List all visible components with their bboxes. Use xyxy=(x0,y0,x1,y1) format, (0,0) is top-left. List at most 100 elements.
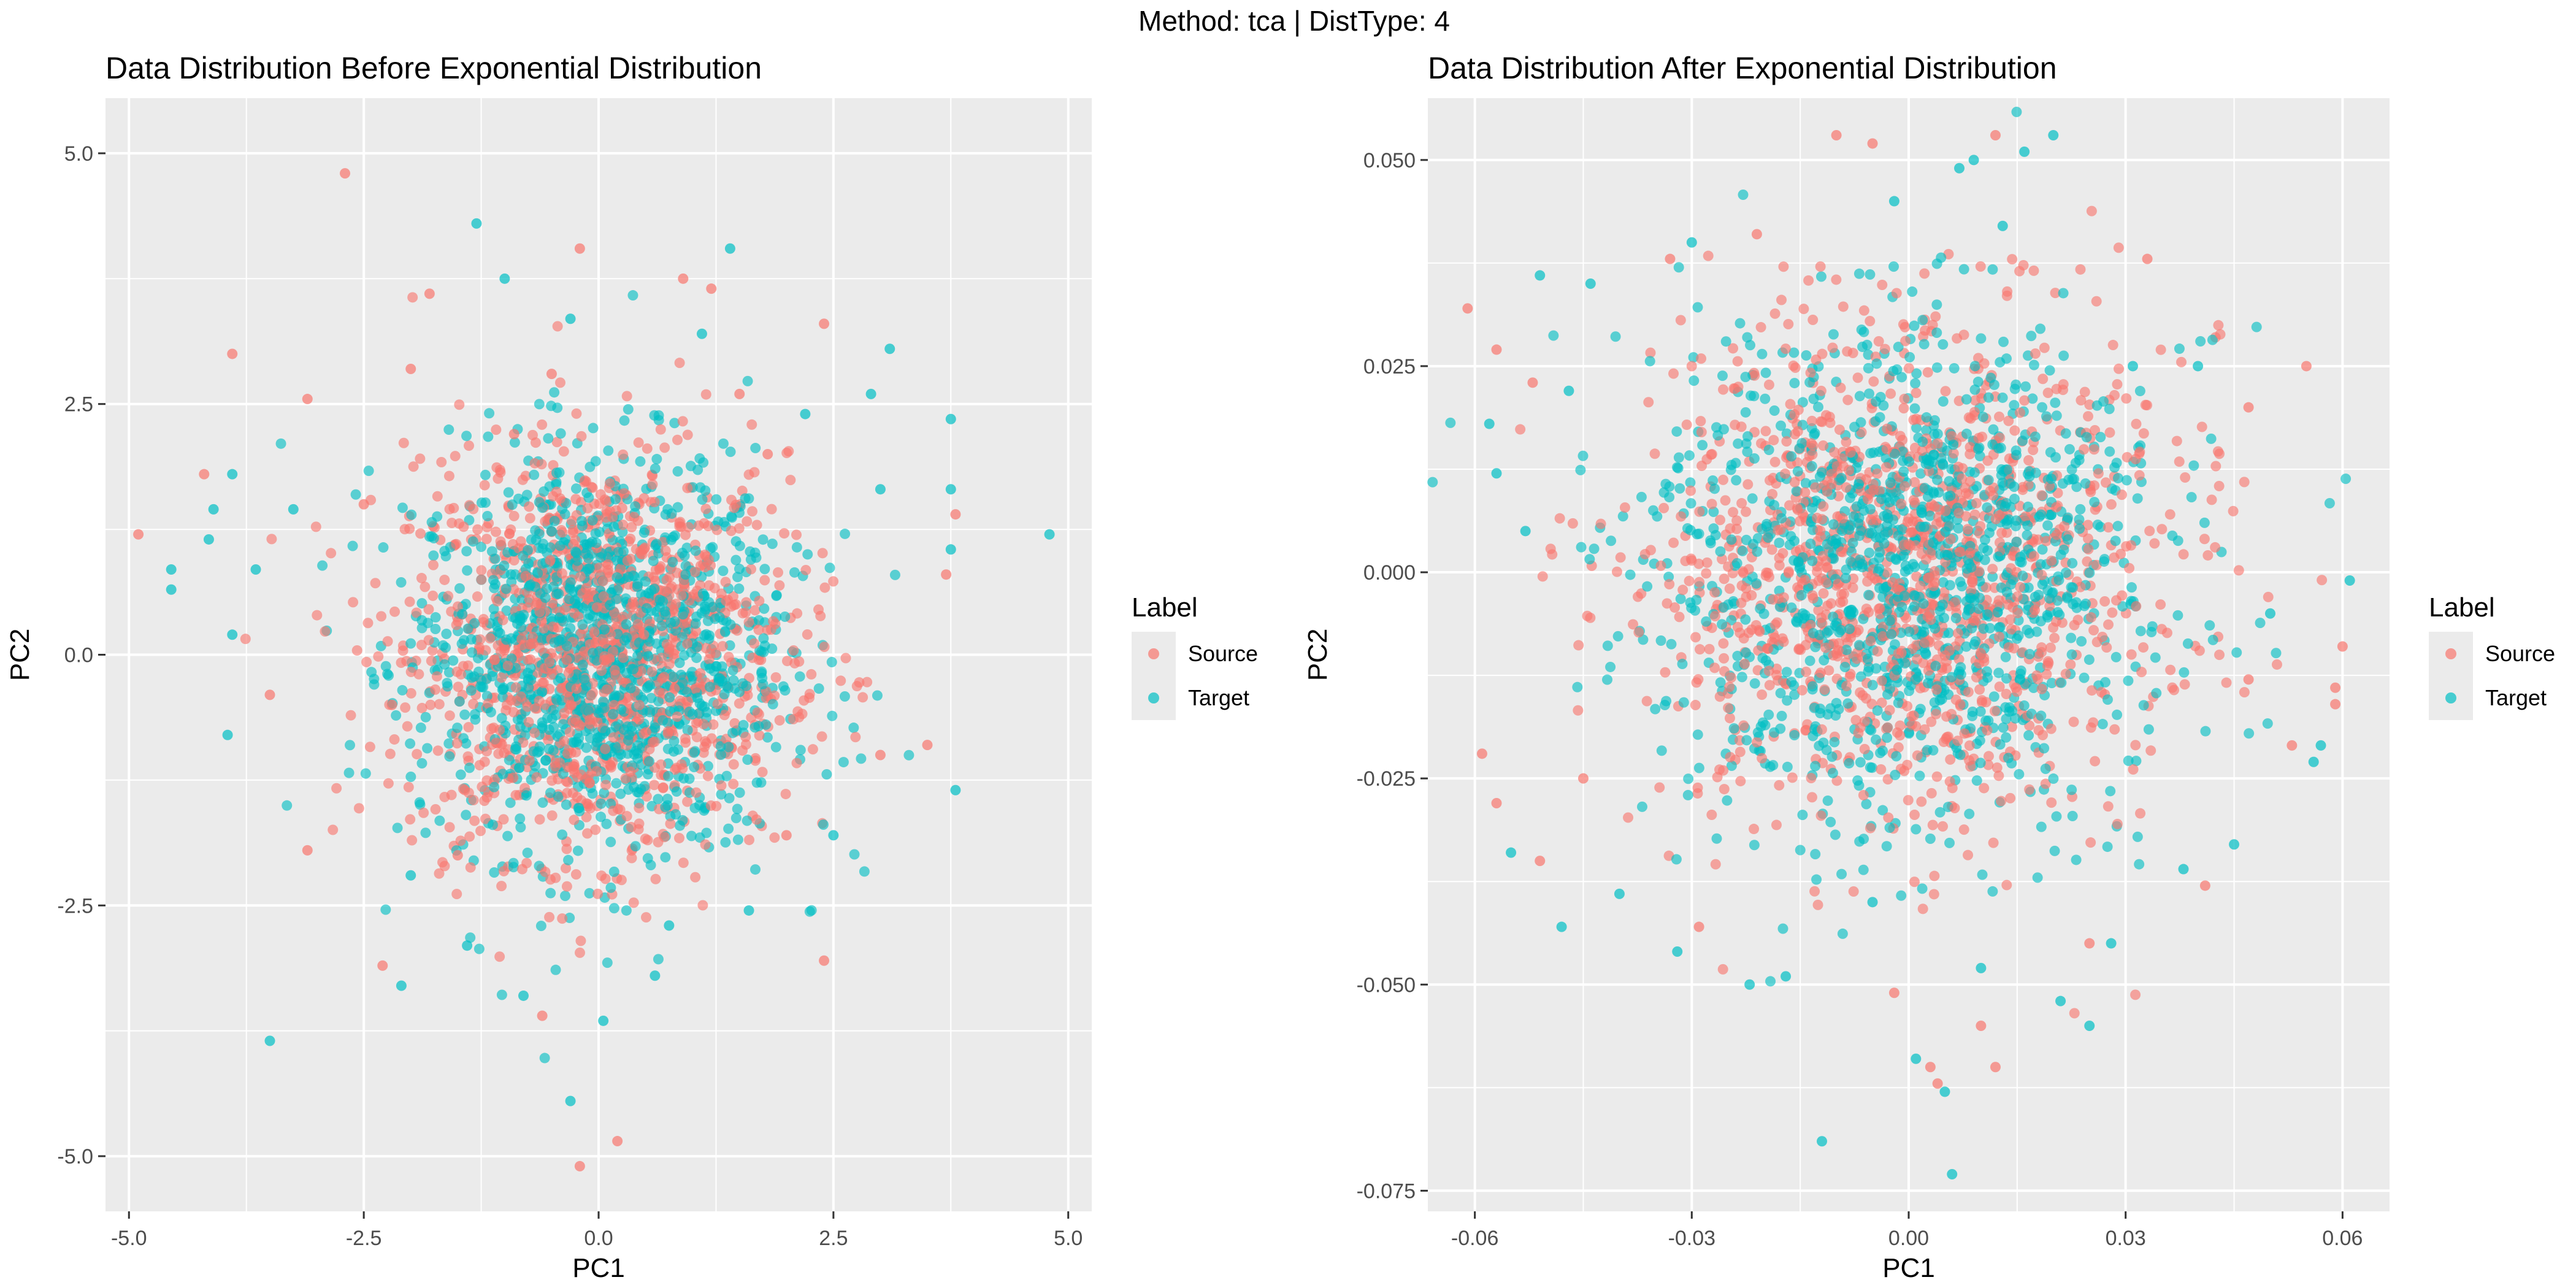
target-point xyxy=(345,740,356,751)
source-point xyxy=(1777,548,1788,559)
target-point xyxy=(1692,302,1703,313)
source-point xyxy=(1684,575,1695,586)
source-point xyxy=(491,526,502,537)
target-point xyxy=(546,526,557,537)
target-point xyxy=(455,769,466,780)
target-point xyxy=(711,494,722,505)
target-point xyxy=(2324,497,2335,508)
target-point xyxy=(848,723,859,734)
source-point xyxy=(436,456,447,467)
source-point xyxy=(625,534,636,545)
target-point xyxy=(1776,513,1787,524)
target-point xyxy=(583,492,594,503)
target-point xyxy=(1972,443,1984,454)
source-point xyxy=(2069,1008,2080,1019)
target-point xyxy=(757,534,769,545)
source-point xyxy=(1841,437,1852,448)
source-point xyxy=(1837,513,1848,524)
target-point xyxy=(697,494,708,505)
source-point xyxy=(2028,265,2039,276)
target-point xyxy=(416,623,427,634)
source-point xyxy=(474,760,485,771)
source-point xyxy=(1741,506,1752,517)
source-point xyxy=(2196,421,2207,432)
target-point xyxy=(1617,511,1628,522)
target-point xyxy=(1674,483,1685,494)
source-point xyxy=(469,815,480,826)
source-point xyxy=(682,796,693,807)
target-point xyxy=(757,679,769,690)
panel-1-point-cloud xyxy=(240,290,914,1064)
source-point xyxy=(1958,329,1969,340)
source-point xyxy=(659,442,670,453)
source-point xyxy=(1515,424,1526,435)
source-point xyxy=(616,875,627,886)
source-point xyxy=(1838,301,1849,312)
source-point xyxy=(1806,773,1817,784)
source-point xyxy=(499,748,510,759)
target-point xyxy=(1797,810,1808,821)
source-point xyxy=(2001,689,2012,700)
target-point xyxy=(1735,318,1746,329)
target-point xyxy=(2080,598,2091,609)
source-point xyxy=(1912,750,1923,761)
target-point xyxy=(1800,478,1811,489)
source-point xyxy=(749,605,761,616)
source-point xyxy=(2113,242,2124,253)
target-point xyxy=(1741,735,1752,746)
source-point xyxy=(1724,583,1735,594)
source-point xyxy=(302,394,313,405)
source-point xyxy=(1704,643,1715,654)
source-point xyxy=(708,719,719,730)
source-point xyxy=(862,677,873,688)
target-point xyxy=(539,1052,550,1064)
target-point xyxy=(465,932,476,943)
target-point xyxy=(537,797,548,808)
source-point xyxy=(729,718,740,729)
target-point xyxy=(227,629,238,640)
target-point xyxy=(1671,854,1682,865)
source-point xyxy=(1815,261,1826,272)
source-point xyxy=(769,832,780,843)
target-point xyxy=(1792,466,1803,477)
target-point xyxy=(791,542,802,553)
source-point xyxy=(575,629,586,640)
target-point xyxy=(1938,396,1949,407)
target-point xyxy=(1789,730,1800,741)
target-point xyxy=(553,791,564,802)
target-point xyxy=(634,637,645,648)
source-point xyxy=(2106,499,2117,510)
source-point xyxy=(1810,482,1821,493)
source-point xyxy=(1769,456,1781,467)
target-point xyxy=(2023,730,2034,741)
source-point xyxy=(589,626,600,637)
target-point xyxy=(416,615,427,626)
source-point xyxy=(2083,411,2094,422)
target-point xyxy=(692,692,703,703)
source-point xyxy=(1865,822,1876,834)
source-point xyxy=(572,653,583,664)
source-point xyxy=(1807,315,1819,326)
source-point xyxy=(552,321,563,332)
target-point xyxy=(615,788,626,799)
target-point xyxy=(482,511,493,522)
target-point xyxy=(561,799,572,810)
source-point xyxy=(1895,720,1906,731)
source-point xyxy=(662,726,673,737)
source-point xyxy=(1825,598,1836,609)
target-point xyxy=(1983,475,1994,486)
panel-1-legend-marker-source xyxy=(1148,648,1159,659)
source-point xyxy=(716,780,727,791)
source-point xyxy=(766,504,777,515)
target-point xyxy=(1572,681,1583,692)
target-point xyxy=(2112,709,2123,720)
source-point xyxy=(427,590,439,601)
source-point xyxy=(557,913,568,924)
target-point xyxy=(1874,583,1885,594)
target-point xyxy=(742,815,753,826)
source-point xyxy=(545,554,556,565)
source-point xyxy=(1835,382,1846,393)
target-point xyxy=(534,741,545,752)
source-point xyxy=(626,602,637,613)
source-point xyxy=(561,654,572,665)
